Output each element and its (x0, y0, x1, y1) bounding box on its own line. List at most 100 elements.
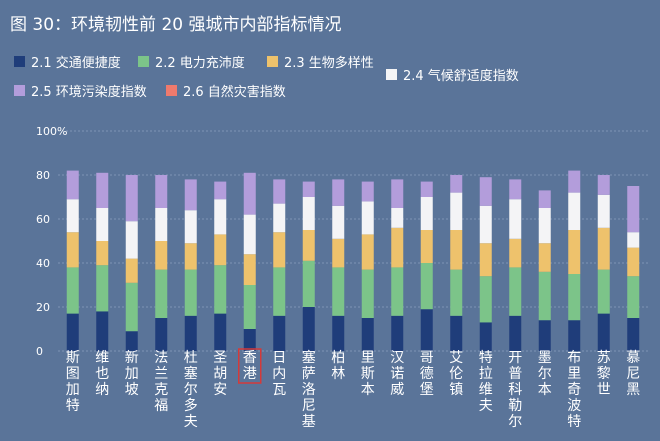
x-tick-label-8: 日内瓦 (272, 350, 286, 398)
bar-segment-3-s3 (125, 258, 138, 283)
x-tick-label-13: 哥德堡 (420, 350, 434, 398)
x-tick-label-9: 塞萨洛尼基 (302, 349, 316, 430)
legend-swatch-2-3 (267, 56, 278, 67)
bar-segment-18-s3 (568, 230, 581, 274)
x-tick-label-11: 里斯本 (361, 350, 375, 398)
bar-segment-18-s5 (568, 170, 581, 193)
bar-segment-11-s2 (361, 269, 374, 318)
bar-segment-11-s1 (361, 318, 374, 351)
bar-segment-13-s2 (420, 263, 433, 310)
bar-segment-6-s2 (214, 265, 227, 314)
x-tick-label-17: 墨尔本 (538, 350, 552, 398)
x-tick-label-2: 维也纳 (95, 350, 109, 398)
bar-segment-9-s3 (302, 230, 315, 261)
legend-item-2-4: 2.4 气候舒适度指数 (386, 65, 519, 84)
bar-segment-20-s1 (627, 318, 640, 351)
bar-segment-2-s3 (96, 241, 109, 266)
bar-segment-5-s5 (184, 179, 197, 211)
bar-segment-16-s2 (509, 267, 522, 316)
bar-segment-12-s4 (391, 208, 404, 228)
bar-segment-17-s1 (538, 320, 551, 351)
bar-segment-13-s4 (420, 197, 433, 230)
legend-label-2-3: 2.3 生物多样性 (284, 56, 374, 71)
y-tick-label-60: 60 (36, 213, 50, 226)
bar-segment-4-s5 (155, 175, 168, 208)
x-tick-label-7: 香港 (243, 350, 257, 382)
legend-swatch-2-6 (166, 85, 177, 96)
bar-segment-7-s3 (243, 254, 256, 285)
highlight-box-hong-kong (238, 348, 262, 384)
bar-segment-11-s4 (361, 201, 374, 235)
bar-segment-10-s3 (332, 238, 345, 268)
bar-segment-13-s1 (420, 309, 433, 351)
bar-segment-10-s1 (332, 315, 345, 351)
bar-segment-7-s1 (243, 329, 256, 351)
bar-segment-12-s3 (391, 227, 404, 268)
bar-segment-20-s4 (627, 232, 640, 248)
x-tick-label-20: 慕尼黑 (626, 350, 640, 398)
bar-segment-3-s4 (125, 221, 138, 259)
bar-segment-4-s4 (155, 208, 168, 241)
bar-segment-19-s4 (597, 194, 610, 228)
bar-segment-1-s3 (66, 232, 79, 268)
bar-segment-5-s1 (184, 315, 197, 351)
x-tick-label-12: 汉诺威 (390, 350, 404, 398)
bar-segment-8-s1 (273, 315, 286, 351)
x-tick-label-15: 特拉维夫 (479, 350, 493, 414)
bar-segment-2-s4 (96, 208, 109, 241)
y-tick-label-80: 80 (36, 169, 50, 182)
bar-segment-1-s2 (66, 267, 79, 314)
bar-segment-16-s1 (509, 315, 522, 351)
legend-swatch-2-1 (14, 56, 25, 67)
bar-segment-16-s5 (509, 179, 522, 200)
x-tick-label-1: 斯图加特 (66, 350, 80, 414)
legend-item-2-6: 2.6 自然灾害指数 (166, 81, 286, 100)
bar-segment-16-s4 (509, 199, 522, 239)
legend-label-2-5: 2.5 环境污染度指数 (31, 85, 147, 100)
bar-segment-14-s4 (450, 192, 463, 230)
bar-segment-7-s2 (243, 285, 256, 329)
x-tick-label-16: 开普科勒尔 (508, 350, 522, 430)
bar-segment-7-s5 (243, 172, 256, 215)
bar-segment-17-s5 (538, 190, 551, 208)
bar-segment-19-s5 (597, 175, 610, 195)
bar-segment-16-s3 (509, 238, 522, 268)
x-tick-label-18: 布里奇波特 (567, 350, 581, 430)
legend-item-2-1: 2.1 交通便捷度 (14, 52, 121, 71)
bar-segment-3-s5 (125, 175, 138, 222)
bar-segment-11-s5 (361, 181, 374, 202)
legend-swatch-2-2 (138, 56, 149, 67)
bar-segment-15-s4 (479, 205, 492, 244)
bar-segment-9-s5 (302, 181, 315, 197)
bar-segment-6-s3 (214, 234, 227, 266)
bar-segment-5-s4 (184, 210, 197, 244)
bar-segment-9-s1 (302, 307, 315, 351)
legend-label-2-6: 2.6 自然灾害指数 (183, 85, 286, 100)
x-tick-label-19: 苏黎世 (597, 350, 611, 398)
legend-label-2-2: 2.2 电力充沛度 (155, 56, 245, 71)
bar-segment-6-s4 (214, 199, 227, 235)
bar-segment-14-s2 (450, 269, 463, 316)
bar-segment-5-s3 (184, 243, 197, 270)
bar-segment-15-s5 (479, 177, 492, 206)
bar-segment-20-s5 (627, 186, 640, 233)
bar-segment-19-s3 (597, 227, 610, 270)
legend-label-2-4: 2.4 气候舒适度指数 (403, 69, 519, 84)
bar-segment-11-s3 (361, 234, 374, 270)
legend-swatch-2-4 (386, 69, 397, 80)
bar-segment-7-s4 (243, 214, 256, 255)
x-tick-label-3: 新加坡 (125, 350, 139, 398)
x-tick-label-14: 艾伦镇 (449, 350, 463, 398)
bar-segment-3-s2 (125, 282, 138, 332)
bar-segment-18-s2 (568, 274, 581, 321)
bar-segment-15-s1 (479, 322, 492, 351)
y-tick-label-0: 0 (36, 345, 43, 358)
y-tick-label-20: 20 (36, 301, 50, 314)
bar-segment-8-s5 (273, 179, 286, 204)
bar-segment-12-s5 (391, 179, 404, 208)
bar-segment-4-s2 (155, 269, 168, 318)
bar-segment-12-s2 (391, 267, 404, 316)
legend-item-2-2: 2.2 电力充沛度 (138, 52, 245, 71)
x-tick-label-10: 柏林 (331, 350, 345, 382)
